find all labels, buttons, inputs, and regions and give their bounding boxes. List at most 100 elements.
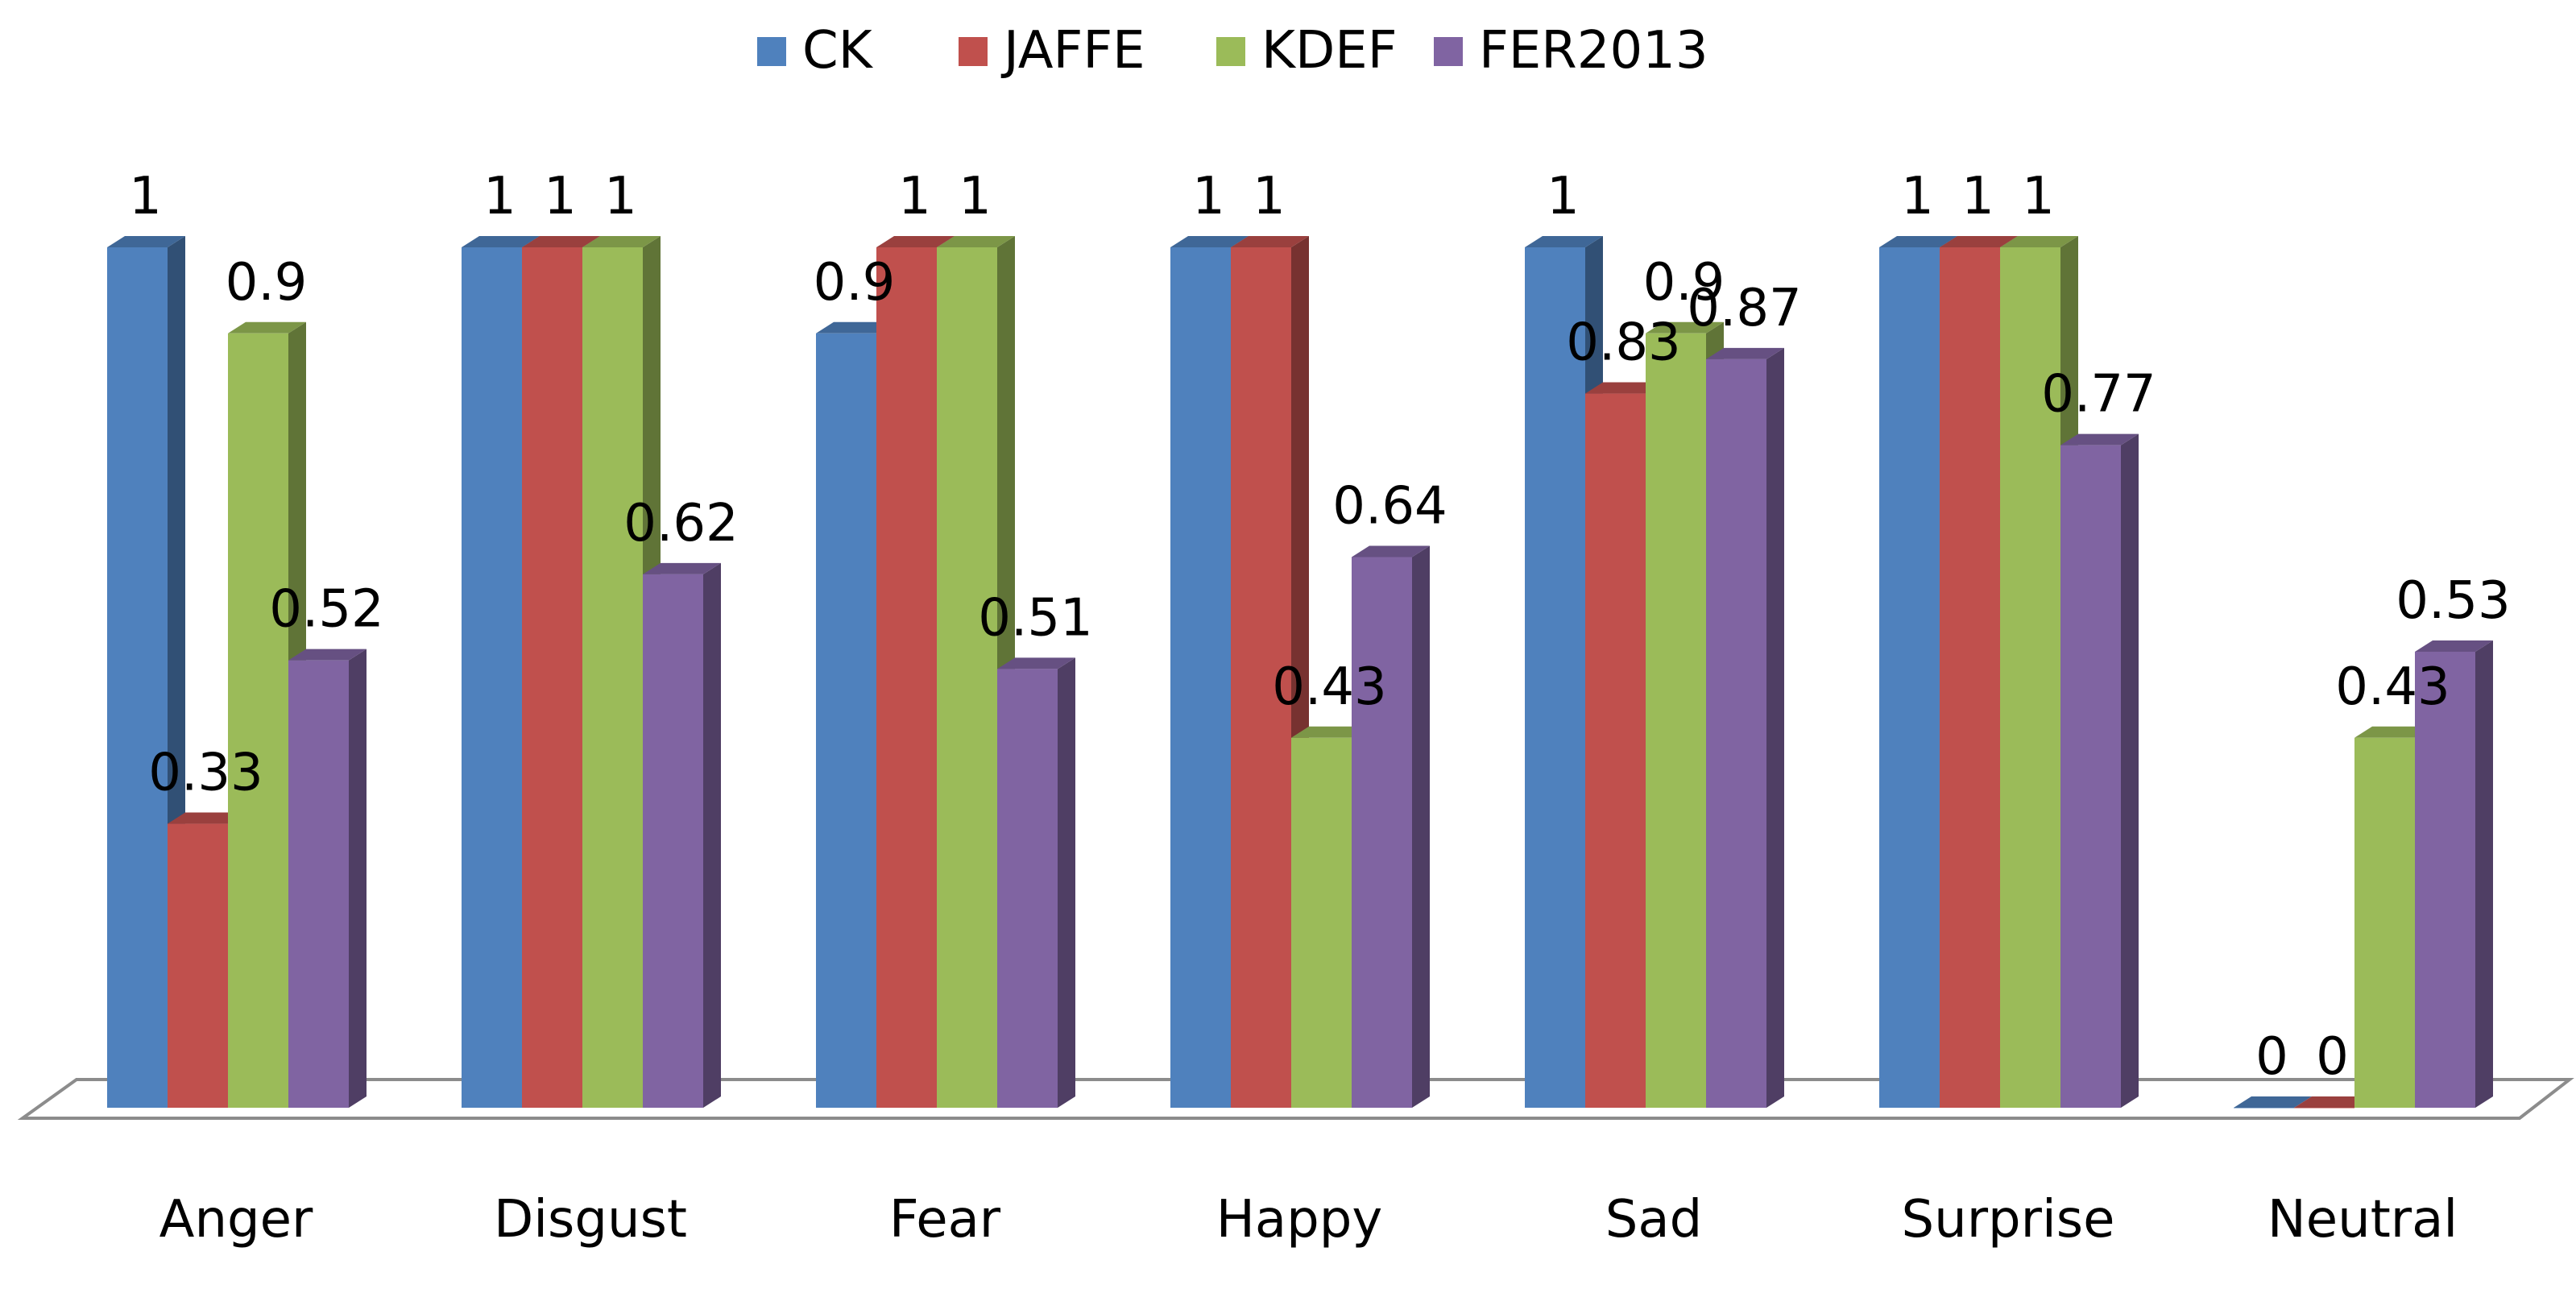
bar-top — [1585, 382, 1663, 394]
x-tick-label: Neutral — [2267, 1190, 2458, 1250]
data-label: 0.64 — [1332, 476, 1447, 536]
bar-front — [168, 823, 228, 1108]
legend-label: KDEF — [1261, 21, 1398, 81]
x-tick-label: Anger — [159, 1190, 313, 1250]
data-label: 1 — [898, 167, 931, 226]
data-label: 1 — [129, 167, 162, 226]
bar-top — [2294, 1096, 2372, 1108]
bar-front — [2000, 247, 2060, 1108]
bar-front — [107, 247, 168, 1108]
bar-front — [1352, 557, 1412, 1108]
bar-front — [2234, 1108, 2294, 1109]
bar-side — [2121, 433, 2139, 1108]
data-label: 0.77 — [2041, 365, 2156, 425]
data-label: 0.43 — [2335, 657, 2450, 717]
bar-ck-neutral — [2234, 1096, 2312, 1109]
data-label: 0.83 — [1566, 313, 1681, 373]
data-label: 0.9 — [226, 253, 308, 313]
bar-front — [1525, 247, 1585, 1108]
legend-swatch — [1216, 37, 1245, 66]
bar-side — [703, 562, 721, 1108]
bar-side — [1412, 545, 1430, 1108]
bar-top — [643, 562, 721, 574]
data-label: 0.51 — [978, 588, 1093, 648]
legend-item-kdef: KDEF — [1216, 21, 1398, 81]
bar-front — [2060, 445, 2121, 1108]
legend-item-fer2013: FER2013 — [1434, 21, 1708, 81]
legend-swatch — [1434, 37, 1463, 66]
data-label: 1 — [1901, 167, 1934, 226]
bar-top — [582, 236, 661, 247]
bar-top — [2234, 1096, 2312, 1108]
x-tick-label: Disgust — [494, 1190, 687, 1250]
bar-front — [997, 669, 1058, 1108]
bar-front — [643, 574, 703, 1108]
data-label: 0.52 — [269, 580, 384, 640]
x-tick-label: Fear — [889, 1190, 1001, 1250]
data-label: 1 — [1253, 167, 1286, 226]
data-label: 0 — [2255, 1027, 2288, 1087]
bar-top — [2060, 433, 2139, 446]
bar-front — [937, 247, 997, 1108]
bar-front — [288, 660, 349, 1108]
bar-side — [2475, 640, 2493, 1108]
bar-kdef-disgust — [582, 236, 661, 1108]
bar-top — [288, 649, 367, 661]
data-label: 1 — [1547, 167, 1580, 226]
bar-front — [522, 247, 582, 1108]
bar-front — [2354, 737, 2415, 1108]
bar-fer2013-sad — [1706, 347, 1784, 1109]
bar-fer2013-disgust — [643, 562, 721, 1108]
bar-fer2013-fear — [997, 657, 1075, 1108]
bar-front — [1585, 393, 1646, 1108]
bar-side — [349, 649, 367, 1108]
data-label: 0.62 — [623, 494, 739, 553]
bar-fer2013-surprise — [2060, 433, 2139, 1108]
bar-top — [816, 321, 894, 334]
bar-side — [1058, 657, 1075, 1108]
bar-front — [2294, 1108, 2354, 1109]
bar-top — [1170, 236, 1249, 247]
data-label: 1 — [544, 167, 577, 226]
data-label: 1 — [1192, 167, 1225, 226]
data-label: 0.53 — [2396, 571, 2511, 631]
bar-fer2013-happy — [1352, 545, 1430, 1108]
bar-front — [1706, 359, 1766, 1109]
bar-fer2013-anger — [288, 649, 367, 1108]
x-tick-label: Happy — [1216, 1190, 1382, 1250]
bar-top — [107, 236, 185, 247]
bar-side — [1766, 347, 1784, 1109]
data-label: 1 — [1961, 167, 1994, 226]
legend-label: JAFFE — [1000, 21, 1145, 81]
bar-front — [1291, 737, 1352, 1108]
data-label: 0.43 — [1272, 657, 1387, 717]
bar-front — [582, 247, 643, 1108]
bar-top — [1231, 236, 1309, 247]
bar-top — [2415, 640, 2493, 652]
legend-label: FER2013 — [1479, 21, 1708, 81]
bar-front — [228, 333, 288, 1108]
data-label: 0.9 — [814, 253, 896, 313]
bar-top — [1940, 236, 2018, 247]
bar-top — [228, 321, 306, 334]
data-label: 1 — [483, 167, 516, 226]
bar-top — [1646, 321, 1724, 334]
data-label: 1 — [604, 167, 637, 226]
data-label: 0.87 — [1687, 279, 1802, 338]
bar-front — [2415, 651, 2475, 1108]
x-tick-label: Surprise — [1902, 1190, 2115, 1250]
bar-top — [1525, 236, 1603, 247]
bar-top — [1706, 347, 1784, 359]
bar-top — [997, 657, 1075, 669]
bar-front — [1170, 247, 1231, 1108]
bar-top — [876, 236, 955, 247]
bar-jaffe-neutral — [2294, 1096, 2372, 1109]
bar-front — [1879, 247, 1940, 1108]
bar-front — [1231, 247, 1291, 1108]
legend-label: CK — [802, 21, 874, 81]
bar-front — [816, 333, 876, 1108]
bar-top — [1352, 545, 1430, 557]
data-label: 1 — [959, 167, 992, 226]
